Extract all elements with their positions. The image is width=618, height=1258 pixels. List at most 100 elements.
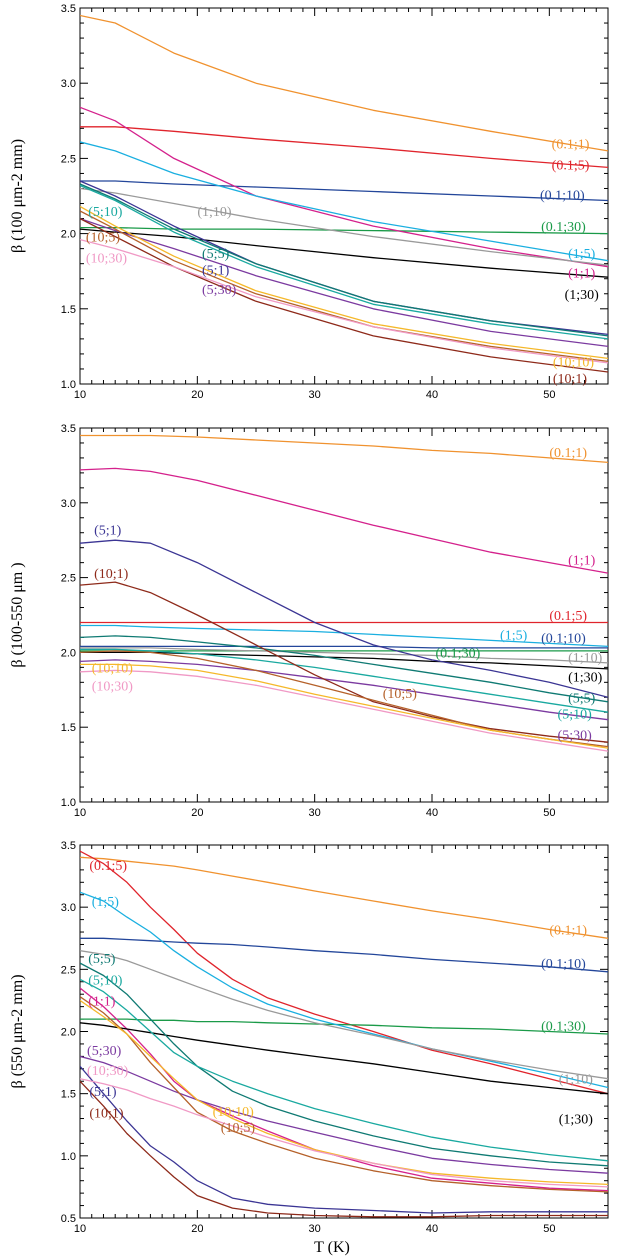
x-tick-label: 20 (191, 807, 203, 819)
series-line-5-5 (80, 183, 608, 337)
series-line-10-1 (80, 581, 608, 743)
x-tick-label: 10 (74, 807, 86, 819)
series-line-10-30 (80, 238, 608, 364)
series-line-5-5 (80, 962, 608, 1167)
plot-frame (79, 7, 609, 385)
y-axis-label: β (550 μm-2 mm) (9, 974, 26, 1088)
curve-label: (5;5) (202, 247, 230, 262)
curve-label: (10;10) (213, 1105, 255, 1120)
series-line-10-1 (80, 1080, 608, 1218)
x-tick-label: 40 (426, 1223, 438, 1235)
y-tick-label: 3.0 (61, 78, 76, 90)
y-axis-label: β (100 μm-2 mm) (9, 139, 26, 253)
curve-label: (0.1;30) (436, 646, 481, 661)
curve-label: (0.1;30) (541, 1019, 586, 1034)
series-line-5-10 (80, 978, 608, 1162)
curve-label: (0.1;10) (540, 188, 585, 203)
curve-label: (5;30) (558, 729, 593, 744)
series-line-5-10 (80, 184, 608, 340)
x-tick-label: 30 (309, 1223, 321, 1235)
curve-label: (0.1;5) (549, 609, 587, 624)
plot-frame (79, 844, 609, 1219)
curve-label: (0.1;30) (541, 220, 586, 235)
curve-label: (0.1;1) (549, 924, 587, 939)
series-line-0-1-1 (80, 434, 608, 464)
curve-label: (1;10) (559, 1073, 594, 1088)
y-tick-label: 3.5 (61, 840, 76, 852)
series-line-0-1-5 (80, 850, 608, 1095)
series-group (80, 850, 608, 1218)
y-tick-label: 1.0 (61, 1151, 76, 1163)
series-line-1-30 (80, 1022, 608, 1095)
series-line-1-10 (80, 647, 608, 664)
series-line-0-1-10 (80, 180, 608, 202)
curve-label: (5;5) (568, 691, 596, 706)
curve-label: (5;10) (88, 205, 123, 220)
x-tick-label: 20 (191, 389, 203, 401)
x-tick-label: 10 (74, 389, 86, 401)
curve-label: (10;1) (553, 372, 588, 387)
x-tick-label: 30 (309, 389, 321, 401)
curve-label: (5;30) (87, 1044, 122, 1059)
curve-label: (0.1;1) (552, 137, 590, 152)
y-tick-label: 3.0 (61, 498, 76, 510)
y-tick-label: 3.5 (61, 423, 76, 435)
x-tick-label: 10 (74, 1223, 86, 1235)
curve-label: (0.1;10) (541, 631, 586, 646)
curve-label: (10;5) (383, 687, 418, 702)
curve-label: (1;5) (500, 628, 528, 643)
curve-label: (1;30) (568, 670, 603, 685)
series-line-5-30 (80, 217, 608, 348)
y-tick-label: 2.5 (61, 964, 76, 976)
curve-label: (0.1;5) (89, 859, 127, 874)
series-line-0-1-5 (80, 126, 608, 169)
series-line-1-1 (80, 106, 608, 268)
series-line-1-1 (80, 987, 608, 1192)
y-tick-label: 1.5 (61, 722, 76, 734)
curve-label: (0.1;5) (552, 158, 590, 173)
series-line-5-1 (80, 1065, 608, 1214)
panel-middle: 10 20 30 40 50 1.0 1.5 2.0 2.5 3.0 3.5 β (100-550 μ… (9, 423, 609, 819)
curve-label: (10;1) (89, 1106, 124, 1121)
y-axis-label: β (100-550 μm ) (9, 562, 26, 667)
curve-label: (1;30) (559, 1113, 594, 1128)
x-tick-label: 20 (191, 1223, 203, 1235)
series-line-1-1 (80, 467, 608, 574)
curve-label: (10;10) (553, 355, 595, 370)
series-line-5-1 (80, 180, 608, 336)
series-line-10-10 (80, 663, 608, 749)
series-line-10-10 (80, 205, 608, 360)
curve-label: (10;1) (94, 567, 129, 582)
series-line-5-30 (80, 1055, 608, 1174)
curve-label: (1;1) (568, 267, 596, 282)
series-line-1-10 (80, 187, 608, 266)
y-tick-label: 2.5 (61, 153, 76, 165)
x-tick-label: 50 (543, 389, 555, 401)
series-line-0-1-10 (80, 937, 608, 973)
curve-label: (1;1) (568, 554, 596, 569)
x-tick-label: 30 (309, 807, 321, 819)
curve-label: (0.1;1) (549, 446, 587, 461)
series-line-10-5 (80, 210, 608, 363)
curve-label: (10;30) (92, 679, 134, 694)
x-tick-label: 40 (426, 389, 438, 401)
curve-label: (1;1) (88, 994, 116, 1009)
series-group (80, 14, 608, 373)
series-line-0-1-10 (80, 645, 608, 649)
series-group (80, 434, 608, 752)
curve-label: (5;1) (89, 1085, 117, 1100)
panel-top: 10 20 30 40 50 1.0 1.5 2.0 2.5 3.0 3.5 β (100 μm-2 … (9, 3, 609, 401)
curve-label: (5;5) (88, 952, 116, 967)
curve-label: (1;10) (568, 651, 603, 666)
y-tick-label: 1.5 (61, 1089, 76, 1101)
plot-frame (79, 427, 609, 803)
y-tick-label: 1.5 (61, 304, 76, 316)
y-tick-label: 2.0 (61, 1027, 76, 1039)
curve-label: (1;10) (197, 205, 232, 220)
x-tick-label: 50 (543, 807, 555, 819)
curve-label: (10;5) (221, 1121, 256, 1136)
series-line-1-5 (80, 624, 608, 648)
series-line-0-1-30 (80, 226, 608, 235)
x-axis-label: T (K) (314, 1239, 350, 1256)
